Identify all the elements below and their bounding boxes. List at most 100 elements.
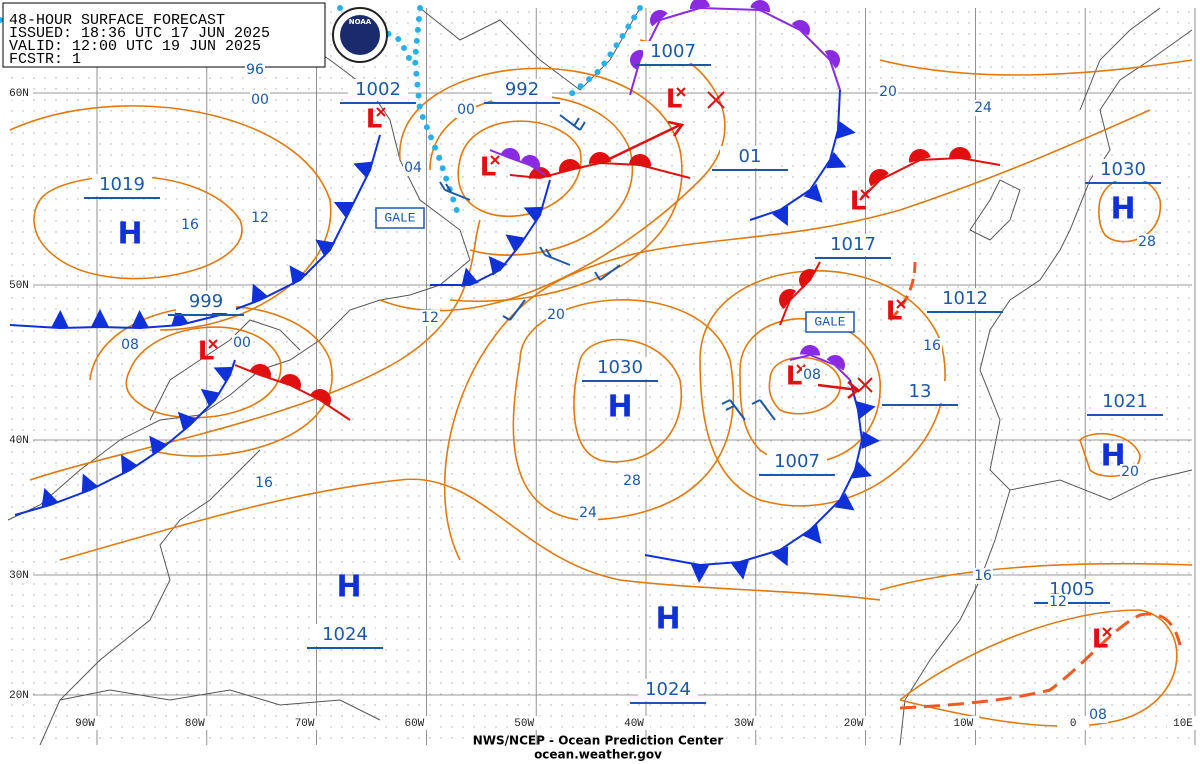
isobar-label: 08 — [803, 367, 821, 383]
isobar-label: 24 — [974, 100, 992, 116]
isobar-label: 00 — [233, 335, 251, 351]
high-center: H — [655, 602, 680, 637]
pressure-label-bg — [1093, 159, 1153, 181]
low-center: L — [786, 362, 803, 392]
low-center: L — [666, 85, 683, 115]
logo-text: NOAA — [349, 18, 372, 26]
pressure-label: 1017 — [830, 234, 876, 255]
high-center: H — [336, 570, 361, 605]
low-center-cross — [676, 87, 686, 97]
footer-website: ocean.weather.gov — [534, 748, 662, 762]
longitude-label: 60W — [404, 718, 424, 730]
isobar-label: 00 — [251, 92, 269, 108]
latitude-label-bg — [5, 86, 33, 100]
isobar-label: 12 — [251, 210, 269, 226]
isobar-label-bg — [802, 367, 822, 383]
isobar-label: 16 — [181, 217, 199, 233]
header-box — [2, 2, 326, 68]
isobar-label: 96 — [246, 62, 264, 78]
pressure-label-bg — [643, 41, 703, 63]
high-center: H — [607, 390, 632, 425]
gale-warning: GALE — [814, 314, 845, 329]
isobar-label: 20 — [547, 307, 565, 323]
pressure-label: 1024 — [645, 679, 691, 700]
isobar-label-bg — [878, 84, 898, 100]
low-center: L — [198, 337, 215, 367]
pressure-label: 1024 — [322, 624, 368, 645]
isobar-label: 28 — [1138, 234, 1156, 250]
latitude-label-bg — [5, 568, 33, 582]
high-center: H — [117, 217, 142, 252]
low-center: L — [480, 153, 497, 183]
isobar-label: 08 — [1089, 707, 1107, 723]
wind-barbs — [439, 114, 776, 421]
isobar-label-bg — [578, 505, 598, 521]
pressure-label-bg — [315, 624, 375, 646]
longitude-label-bg — [618, 716, 650, 730]
high-center: H — [1110, 192, 1135, 227]
latitude-label-bg — [5, 688, 33, 702]
latitude-label: 40N — [9, 435, 29, 447]
low-center: L — [366, 105, 383, 135]
low-center-cross — [896, 299, 906, 309]
isobar-label-bg — [1088, 707, 1108, 723]
longitude-label-bg — [1057, 716, 1090, 730]
gale-warning: GALE — [384, 210, 415, 225]
longitude-label: 40W — [624, 718, 644, 730]
pressure-label-bg — [890, 381, 950, 403]
isobar-label-bg — [250, 210, 270, 226]
pressure-label-bg — [767, 451, 827, 473]
isobar-label: 20 — [879, 84, 897, 100]
low-center-cross — [860, 189, 870, 199]
latitude-label-bg — [5, 433, 33, 447]
longitude-label: 80W — [185, 718, 205, 730]
isobar-label-bg — [180, 217, 200, 233]
longitude-label: 10W — [953, 718, 973, 730]
latitude-label: 20N — [9, 690, 29, 702]
isobar-label: 12 — [421, 310, 439, 326]
header-line: FCSTR: 1 — [9, 51, 81, 68]
gale-box — [375, 207, 425, 229]
pressure-label: 992 — [505, 79, 539, 100]
longitude-label: 30W — [734, 718, 754, 730]
isobar-label-bg — [973, 100, 993, 116]
isobar-label: 08 — [121, 337, 139, 353]
low-center: L — [850, 187, 867, 217]
footer-band — [8, 745, 1192, 764]
longitude-label-bg — [69, 716, 101, 730]
pressure-label-bg — [935, 288, 995, 310]
isobar-label-bg — [1120, 464, 1140, 480]
pressure-label: 1007 — [650, 41, 696, 62]
pressure-label: 1019 — [99, 174, 145, 195]
isobar-label: 20 — [1121, 464, 1139, 480]
isobar-label-bg — [546, 307, 566, 323]
latitude-label-bg — [5, 278, 33, 292]
header-line: ISSUED: 18:36 UTC 17 JUN 2025 — [9, 25, 270, 42]
pressure-label: 13 — [909, 381, 932, 402]
header-line: VALID: 12:00 UTC 19 JUN 2025 — [9, 38, 261, 55]
low-center-cross — [490, 155, 500, 165]
latitude-label: 60N — [9, 88, 29, 100]
low-center-cross — [208, 339, 218, 349]
pressure-label: 1007 — [774, 451, 820, 472]
longitude-label-bg — [508, 716, 541, 730]
pressure-label-bg — [720, 146, 780, 168]
isobar-label-bg — [1048, 594, 1068, 610]
pressure-label-bg — [590, 357, 650, 379]
isobar-label-bg — [1137, 234, 1157, 250]
isobar-label: 12 — [1049, 594, 1067, 610]
longitude-label: 50W — [514, 718, 534, 730]
longitude-label-bg — [837, 716, 870, 730]
pressure-label: 1012 — [942, 288, 988, 309]
isobar-label-bg — [403, 160, 423, 176]
latitude-label: 30N — [9, 570, 29, 582]
longitude-label: 70W — [295, 718, 315, 730]
longitude-label-bg — [727, 716, 760, 730]
pressure-label-bg — [348, 79, 408, 101]
low-center-cross — [376, 107, 386, 117]
isobar-label: 04 — [404, 160, 422, 176]
isobar-label-bg — [973, 568, 993, 584]
pressure-label: 1021 — [1102, 391, 1148, 412]
pressure-label-bg — [492, 79, 552, 101]
